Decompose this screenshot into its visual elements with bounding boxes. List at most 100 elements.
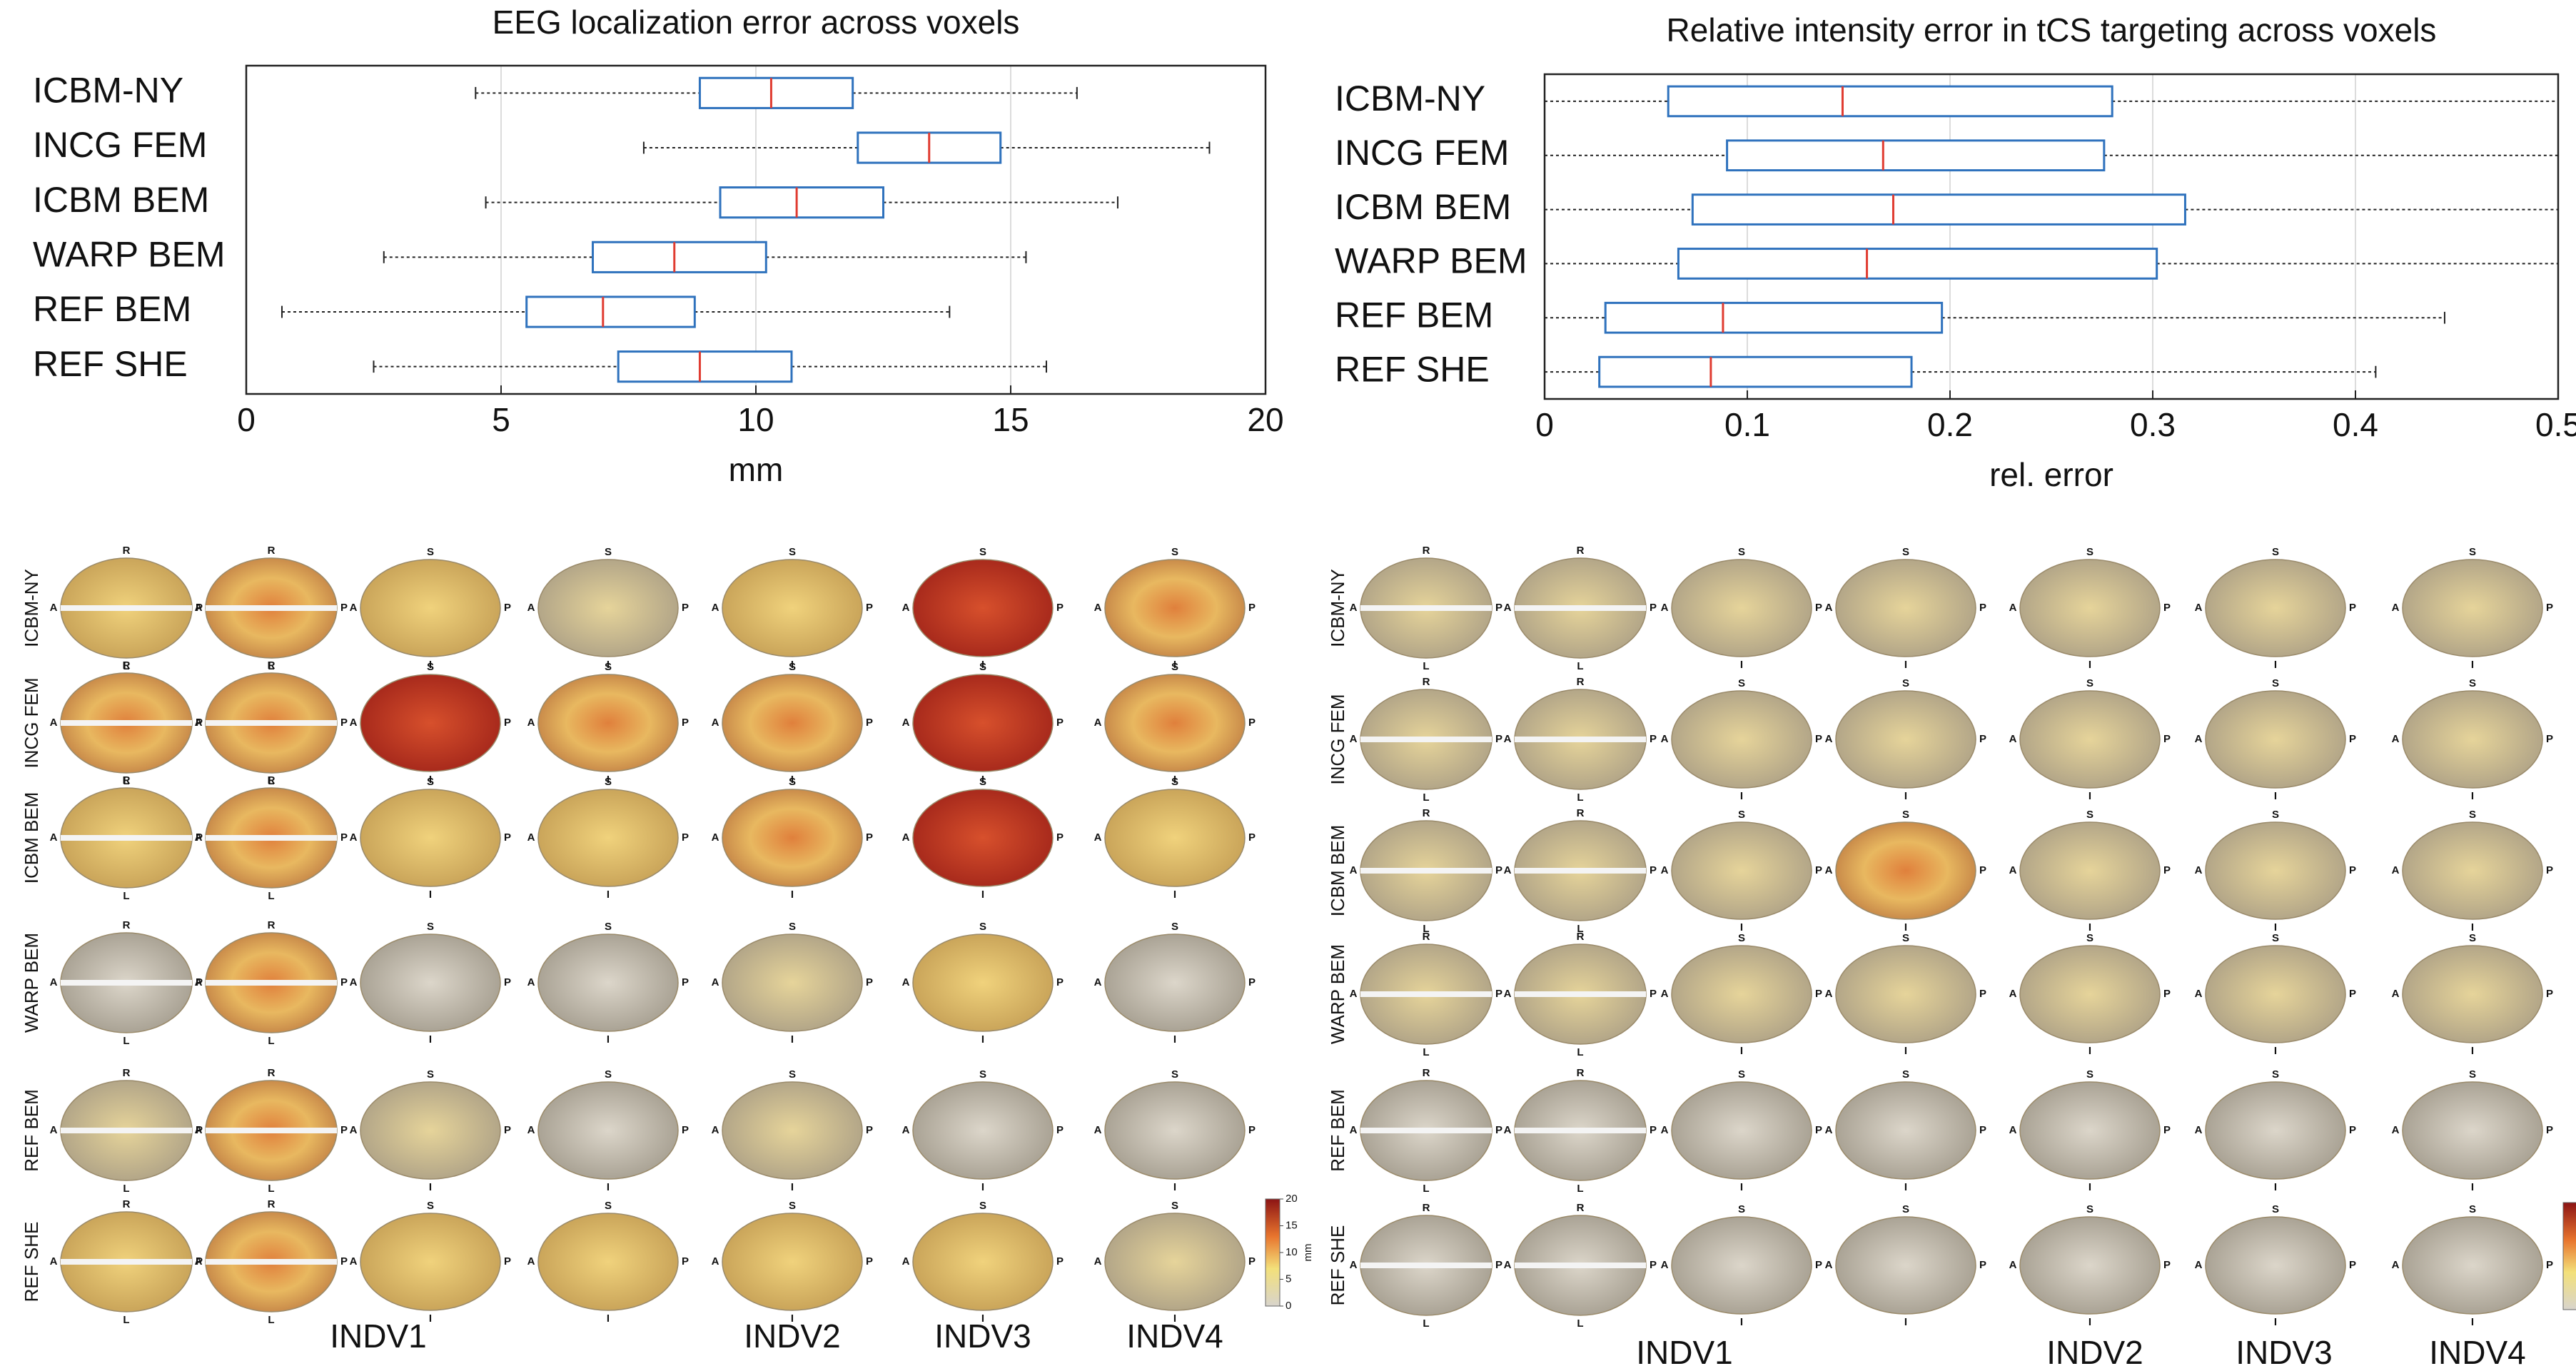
orientation-letter: P [1650, 733, 1657, 745]
orientation-letter: P [1056, 717, 1064, 729]
orientation-letter: S [2272, 677, 2279, 689]
orientation-letter: P [1979, 733, 1986, 745]
orientation-letter: R [123, 1198, 131, 1210]
x-tick-label: 0 [1535, 406, 1554, 443]
orientation-letter: S [979, 776, 986, 788]
y-tick-label: ICBM BEM [33, 180, 209, 220]
orientation-letter: A [50, 976, 58, 988]
orientation-letter: S [2086, 1203, 2093, 1215]
orientation-letter: R [123, 545, 131, 557]
orientation-letter: P [2546, 864, 2553, 876]
orientation-letter: I [2274, 1181, 2277, 1193]
orientation-letter: A [712, 831, 719, 844]
orientation-letter: P [1979, 864, 1986, 876]
orientation-letter: A [1094, 976, 1102, 988]
orientation-letter: A [902, 717, 910, 729]
orientation-letter: I [1904, 1316, 1907, 1328]
brain-surface [2020, 1217, 2160, 1314]
orientation-letter: S [2469, 1203, 2476, 1215]
orientation-letter: I [2471, 1045, 2474, 1057]
orientation-letter: R [268, 774, 276, 786]
orientation-letter: S [2272, 932, 2279, 944]
colorbar-tick-label: 15 [1286, 1219, 1298, 1231]
plot-frame [1545, 74, 2558, 399]
orientation-letter: I [1173, 889, 1176, 901]
orientation-letter: A [350, 1255, 358, 1268]
orientation-letter: P [1056, 831, 1064, 844]
orientation-letter: P [2163, 1259, 2171, 1271]
orientation-letter: A [2195, 602, 2203, 614]
orientation-letter: S [427, 921, 434, 933]
column-label: INDV3 [2236, 1334, 2332, 1371]
brain-surface [1105, 1213, 1245, 1310]
orientation-letter: S [1738, 1068, 1745, 1081]
chart-title: Relative intensity error in tCS targetin… [1667, 11, 2437, 49]
brain-surface [913, 560, 1053, 657]
row-label: INCG FEM [21, 677, 42, 768]
brain-surface [360, 674, 500, 771]
orientation-letter: I [981, 1181, 984, 1193]
orientation-letter: S [1902, 1203, 1909, 1215]
orientation-letter: I [981, 889, 984, 901]
orientation-letter: P [1650, 602, 1657, 614]
y-tick-label: ICBM BEM [1335, 187, 1511, 227]
orientation-letter: R [1423, 931, 1430, 943]
orientation-letter: L [123, 1183, 129, 1195]
brain-surface [2020, 691, 2160, 788]
orientation-letter: R [268, 545, 276, 557]
orientation-letter: R [1423, 1202, 1430, 1214]
orientation-letter: P [1248, 1124, 1256, 1136]
orientation-letter: S [2272, 1068, 2279, 1081]
orientation-letter: A [1825, 602, 1833, 614]
orientation-letter: A [350, 831, 358, 844]
orientation-letter: I [1740, 659, 1743, 671]
orientation-letter: I [2088, 1316, 2091, 1328]
orientation-letter: R [1423, 676, 1430, 688]
orientation-letter: A [1504, 602, 1512, 614]
box [1727, 141, 2104, 171]
orientation-letter: A [527, 831, 535, 844]
orientation-letter: S [2272, 809, 2279, 821]
brain-surface [1836, 946, 1976, 1043]
orientation-letter: S [1738, 546, 1745, 558]
orientation-letter: A [1504, 1259, 1512, 1271]
orientation-letter: S [789, 776, 796, 788]
column-label: INDV1 [1636, 1334, 1732, 1371]
brain-surface [2403, 822, 2542, 919]
orientation-letter: A [195, 831, 203, 844]
y-tick-label: ICBM-NY [33, 71, 183, 111]
orientation-letter: I [429, 1033, 432, 1046]
orientation-letter: A [1661, 988, 1669, 1000]
orientation-letter: S [605, 546, 612, 558]
brain-surface [1672, 1082, 1812, 1179]
brain-surface [2020, 822, 2160, 919]
x-tick-label: 10 [737, 401, 774, 438]
orientation-letter: A [527, 1255, 535, 1268]
brain-surface [1672, 560, 1812, 657]
brain-surface [913, 674, 1053, 771]
brain-surface [913, 789, 1053, 886]
orientation-letter: I [607, 1312, 610, 1325]
orientation-letter: A [195, 717, 203, 729]
orientation-letter: P [504, 831, 511, 844]
orientation-letter: P [682, 602, 689, 614]
brain-surface [1836, 1217, 1976, 1314]
orientation-letter: A [2009, 864, 2017, 876]
orientation-letter: A [1350, 988, 1358, 1000]
orientation-letter: P [1056, 1124, 1064, 1136]
orientation-letter: A [2195, 988, 2203, 1000]
orientation-letter: R [1577, 1202, 1585, 1214]
orientation-letter: I [1904, 1181, 1907, 1193]
orientation-letter: R [1423, 545, 1430, 557]
brain-surface [1672, 1217, 1812, 1314]
orientation-letter: P [866, 831, 873, 844]
orientation-letter: I [607, 889, 610, 901]
orientation-letter: A [1350, 602, 1358, 614]
box [527, 297, 695, 327]
x-tick-label: 15 [992, 401, 1029, 438]
x-tick-label: 0.1 [1724, 406, 1770, 443]
orientation-letter: S [605, 1068, 612, 1081]
orientation-letter: R [1577, 676, 1585, 688]
orientation-letter: I [2088, 1181, 2091, 1193]
orientation-letter: A [2392, 988, 2400, 1000]
